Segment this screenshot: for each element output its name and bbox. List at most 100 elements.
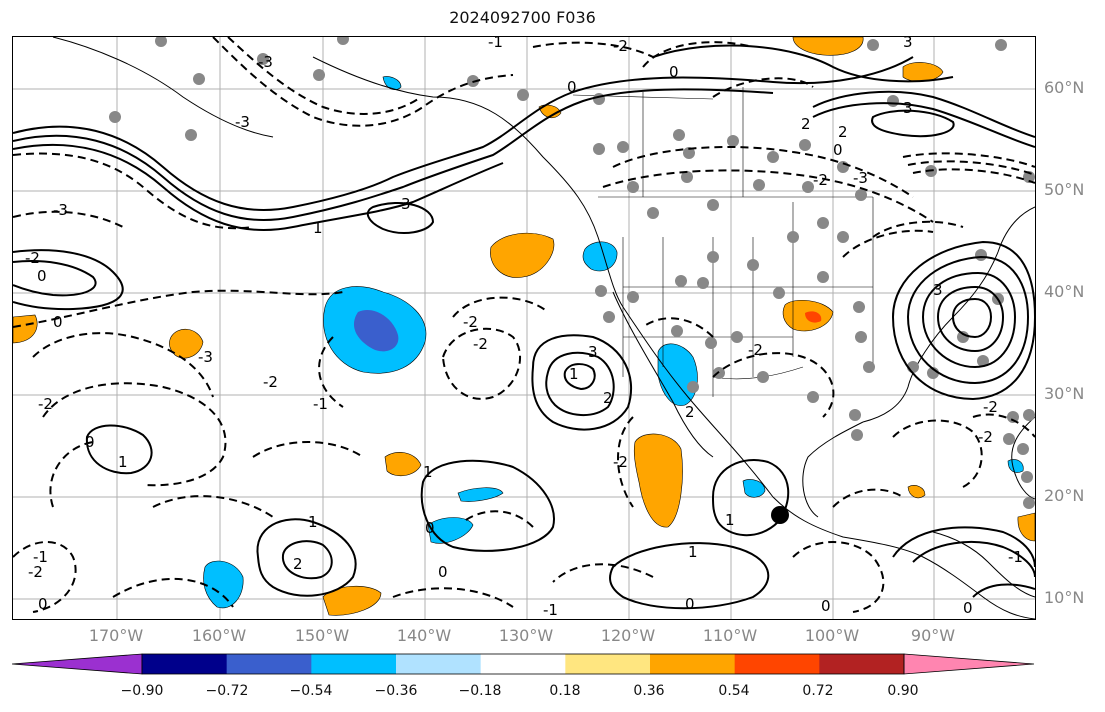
lat-label: 30°N [1044,384,1085,403]
contour-label: 0 [85,433,95,451]
contour-label: -2 [613,37,628,55]
map-title: 2024092700 F036 [449,8,596,27]
contour-label: 0 [567,78,577,96]
anomaly-positive [169,329,204,359]
colorbar-segment [734,654,820,674]
colorbar-segment [142,654,228,674]
contour-label: 0 [833,141,843,159]
lat-label: 60°N [1044,78,1085,97]
lat-label: 20°N [1044,486,1085,505]
contour-label: 2 [838,123,848,141]
anomaly-positive [907,485,926,499]
contour-label: 3 [401,195,411,213]
colorbar-segment [480,654,566,674]
colorbar-tick-label: 0.72 [802,683,834,699]
contour-label: 0 [821,597,831,615]
anomaly-positive-core [805,311,822,323]
contour-label: 0 [38,595,48,613]
colorbar-tick-label: −0.90 [120,683,164,699]
colorbar [12,653,1035,675]
storm-center-marker [771,506,789,524]
colorbar-segments [12,653,1035,675]
contour-label: -2 [813,171,828,189]
colorbar-tick-label: 0.90 [887,683,919,699]
contour-label: -3 [53,201,68,219]
contour-label: -2 [38,395,53,413]
contour-label: 1 [313,219,323,237]
colorbar-tick-label: −0.36 [374,683,418,699]
lon-label: 160°W [191,626,247,645]
colorbar-tick-label: −0.54 [289,683,333,699]
anomaly-negative [1007,459,1024,473]
contour-label: 1 [308,513,318,531]
contour-label: 0 [438,563,448,581]
colorbar-segment [565,654,651,674]
contour-label: -3 [853,169,868,187]
contour-label: 1 [423,463,433,481]
colorbar-segment [396,654,482,674]
colorbar-segment [311,654,397,674]
contour-label: 1 [688,543,698,561]
contour-label: -2 [463,313,478,331]
colorbar-outline [141,653,905,675]
contours-dashed [13,37,1035,613]
colorbar-segment [650,654,736,674]
anomaly-positive [384,452,422,477]
lat-label: 50°N [1044,180,1085,199]
anomaly-negative [742,479,766,498]
contour-label: 2 [603,389,613,407]
colorbar-segment [226,654,312,674]
contour-label: 0 [53,313,63,331]
lon-label: 150°W [294,626,350,645]
anomaly-negative [203,560,244,609]
contour-label: -1 [543,601,558,619]
contour-label: -3 [198,348,213,366]
contour-label: -3 [235,113,250,131]
contour-label: -2 [263,373,278,391]
anomaly-positive [13,314,38,344]
anomaly-negative [427,517,474,544]
colorbar-extend-low [12,653,143,675]
anomaly-negative [657,343,698,406]
map-canvas: -3 1 3 -2 0 -3 -2 -2 -2 -1 3 1 2 1 0 -2 … [13,37,1035,619]
anomaly-negative-core [353,309,399,352]
contour-label: 2 [685,403,695,421]
contour-label: 3 [933,281,943,299]
anomaly-positive [322,585,382,616]
graticule [13,37,1035,619]
anomaly-negative [382,76,402,90]
contours-solid [13,44,1035,610]
colorbar-tick-label: −0.72 [205,683,249,699]
colorbar-tick-label: 0.36 [633,683,665,699]
lon-label: 120°W [600,626,656,645]
lat-label: 10°N [1044,588,1085,607]
contour-label: -2 [28,563,43,581]
lon-label: 170°W [88,626,144,645]
stations [109,37,1035,509]
colorbar-segment [819,654,905,674]
contour-label: 0 [37,267,47,285]
contour-label: 3 [903,37,913,51]
contour-label: 0 [963,599,973,617]
contour-label: -2 [978,428,993,446]
anomaly-positive [633,433,683,528]
map-panel: -3 1 3 -2 0 -3 -2 -2 -2 -1 3 1 2 1 0 -2 … [12,36,1036,620]
contour-label: -2 [983,398,998,416]
contour-label: -1 [313,395,328,413]
political-borders [572,87,874,397]
anomaly-negative [457,487,504,502]
lon-label: 90°W [910,626,956,645]
contour-label: -2 [473,335,488,353]
contour-label: 3 [903,99,913,117]
contour-label: 1 [569,365,579,383]
contour-label: -2 [613,453,628,471]
contour-label: 0 [685,595,695,613]
anomaly-positive [1017,512,1035,542]
contour-label: 1 [725,511,735,529]
contour-label: 2 [293,555,303,573]
contour-label: -2 [748,341,763,359]
colorbar-tick-label: −0.18 [458,683,502,699]
contour-label: 0 [669,63,679,81]
lon-label: 110°W [702,626,758,645]
contour-label: 0 [425,519,435,537]
